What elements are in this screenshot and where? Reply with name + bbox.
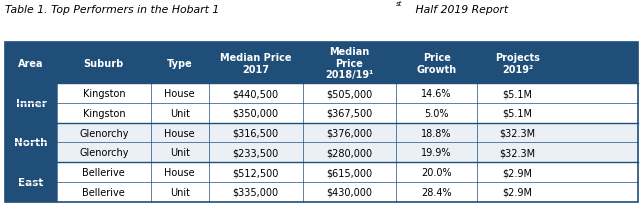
Text: $5.1M: $5.1M: [503, 89, 532, 98]
Text: Table 1. Top Performers in the Hobart 1: Table 1. Top Performers in the Hobart 1: [5, 5, 219, 15]
Text: $5.1M: $5.1M: [503, 108, 532, 118]
Text: Median Price
2017: Median Price 2017: [220, 53, 291, 74]
Text: $316,500: $316,500: [233, 128, 279, 138]
Text: 5.0%: 5.0%: [424, 108, 449, 118]
Text: $430,000: $430,000: [327, 187, 372, 197]
Text: Glenorchy: Glenorchy: [79, 148, 129, 158]
Text: Unit: Unit: [170, 187, 190, 197]
Text: $376,000: $376,000: [326, 128, 372, 138]
Text: Median
Price
2018/19¹: Median Price 2018/19¹: [325, 47, 374, 80]
Text: $512,500: $512,500: [233, 167, 279, 177]
Text: $280,000: $280,000: [326, 148, 372, 158]
Text: Unit: Unit: [170, 148, 190, 158]
Text: East: East: [19, 177, 44, 187]
Text: $350,000: $350,000: [233, 108, 279, 118]
Text: House: House: [165, 167, 195, 177]
Text: 14.6%: 14.6%: [421, 89, 452, 98]
Text: Projects
2019²: Projects 2019²: [495, 53, 540, 74]
Text: Price
Growth: Price Growth: [417, 53, 457, 74]
Text: $32.3M: $32.3M: [500, 128, 536, 138]
Text: $2.9M: $2.9M: [503, 187, 532, 197]
Text: Suburb: Suburb: [84, 59, 124, 68]
Text: Unit: Unit: [170, 108, 190, 118]
Text: Bellerive: Bellerive: [82, 167, 125, 177]
Text: Half 2019 Report: Half 2019 Report: [412, 5, 507, 15]
Text: Glenorchy: Glenorchy: [79, 128, 129, 138]
Text: Kingston: Kingston: [82, 108, 125, 118]
Text: 18.8%: 18.8%: [421, 128, 452, 138]
Text: House: House: [165, 89, 195, 98]
Text: Kingston: Kingston: [82, 89, 125, 98]
Text: $233,500: $233,500: [233, 148, 279, 158]
Text: 20.0%: 20.0%: [421, 167, 452, 177]
Text: $367,500: $367,500: [326, 108, 372, 118]
Text: North: North: [14, 138, 48, 148]
Text: $440,500: $440,500: [233, 89, 279, 98]
Text: $32.3M: $32.3M: [500, 148, 536, 158]
Text: 28.4%: 28.4%: [421, 187, 452, 197]
Text: $335,000: $335,000: [233, 187, 279, 197]
Text: st: st: [395, 1, 402, 7]
Text: $2.9M: $2.9M: [503, 167, 532, 177]
Text: $615,000: $615,000: [326, 167, 372, 177]
Text: Bellerive: Bellerive: [82, 187, 125, 197]
Text: 19.9%: 19.9%: [421, 148, 452, 158]
Text: Area: Area: [19, 59, 44, 68]
Text: Type: Type: [167, 59, 193, 68]
Text: Inner: Inner: [15, 98, 46, 108]
Text: $505,000: $505,000: [326, 89, 372, 98]
Text: House: House: [165, 128, 195, 138]
